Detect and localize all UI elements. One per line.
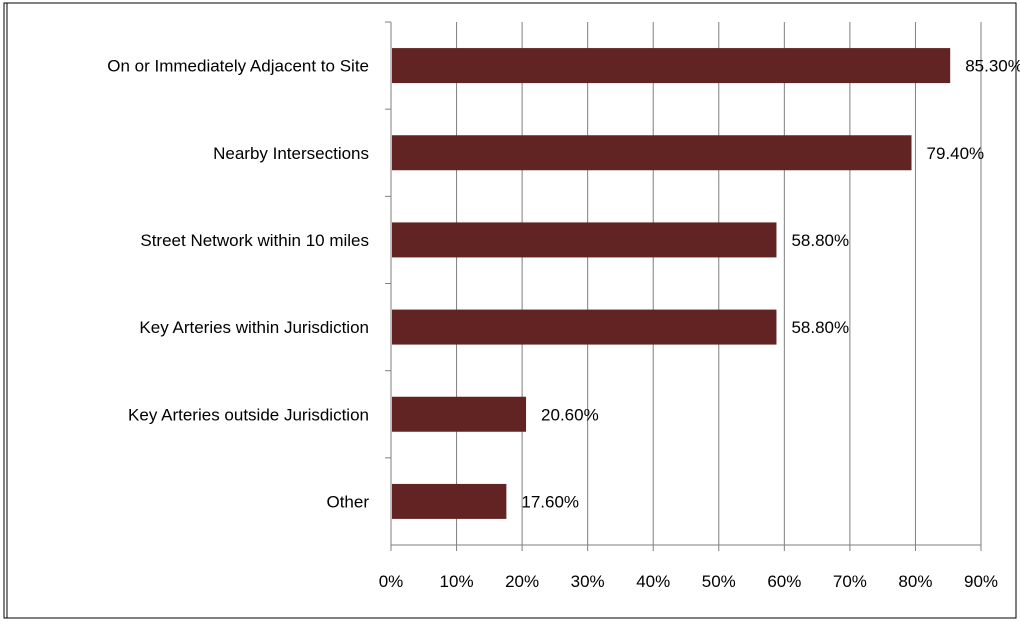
category-label: Other [326,492,369,511]
bar [392,222,777,258]
data-label: 58.80% [791,231,849,250]
x-tick-label: 70% [833,572,867,591]
x-tick-label: 90% [964,572,998,591]
bar [392,396,527,432]
category-label: Street Network within 10 miles [140,231,369,250]
bar [392,135,912,171]
data-label: 20.60% [541,405,599,424]
x-tick-label: 60% [767,572,801,591]
x-tick-label: 10% [440,572,474,591]
x-tick-label: 0% [379,572,404,591]
x-tick-label: 30% [571,572,605,591]
x-tick-label: 50% [702,572,736,591]
data-label: 17.60% [521,492,579,511]
x-tick-label: 20% [505,572,539,591]
bars [392,48,951,519]
x-tick-label: 40% [636,572,670,591]
data-label: 79.40% [927,144,985,163]
bar [392,309,777,345]
data-label: 85.30% [965,57,1020,76]
data-label: 58.80% [791,318,849,337]
category-label: Key Arteries within Jurisdiction [139,318,369,337]
category-label: Nearby Intersections [213,144,369,163]
bar [392,48,951,84]
category-label: On or Immediately Adjacent to Site [107,57,369,76]
x-tick-label: 80% [898,572,932,591]
labels: 0% 10% 20% 30% 40% 50% 60% 70% 80% 90% On or Immed… [107,57,1020,591]
bar [392,483,507,519]
axes [385,21,982,551]
category-label: Key Arteries outside Jurisdiction [128,405,369,424]
gridlines [456,22,982,545]
